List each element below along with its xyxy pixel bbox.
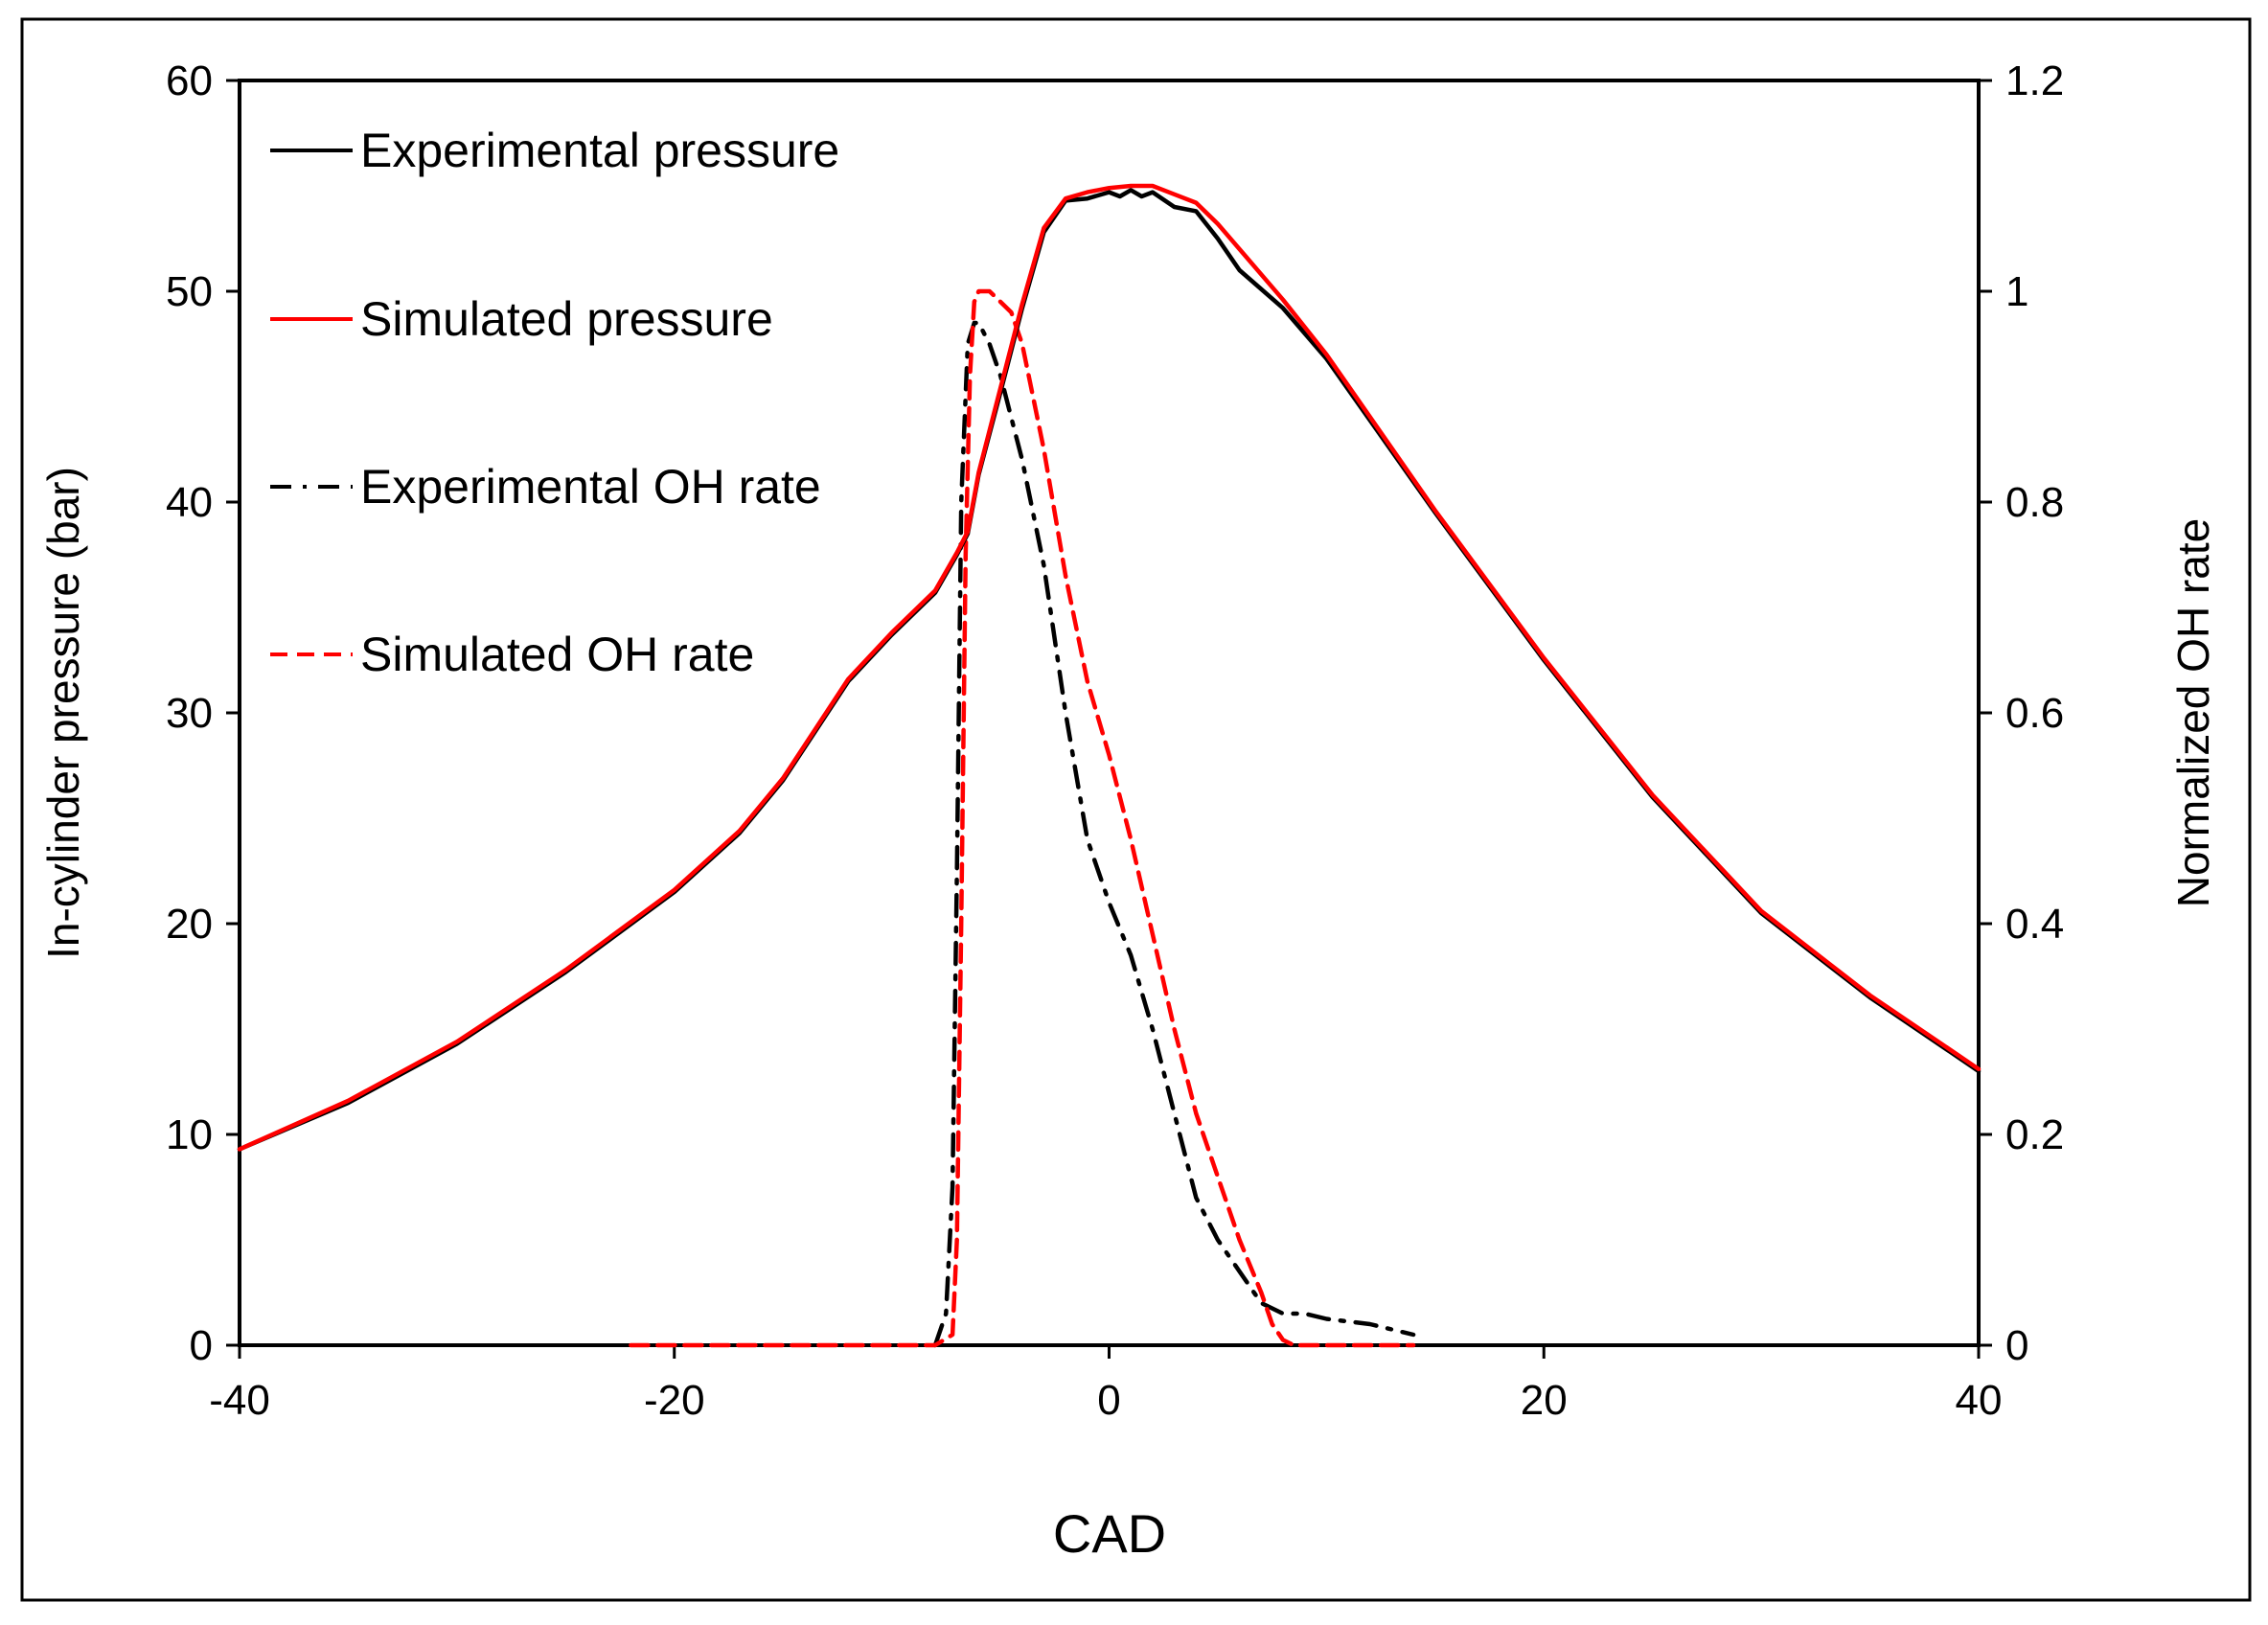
- y-tick-label: 50: [166, 268, 213, 315]
- legend-label-experimental-pressure: Experimental pressure: [360, 124, 839, 177]
- y2-axis-ticks: 0 0.2 0.4 0.6 0.8 1 1.2: [1979, 57, 2064, 1369]
- x-axis-title: CAD: [1053, 1503, 1166, 1564]
- legend-label-experimental-oh-rate: Experimental OH rate: [360, 460, 821, 514]
- series-line-experimental-oh-rate: [932, 320, 1416, 1348]
- y2-tick-label: 0.2: [2005, 1111, 2064, 1158]
- legend-label-simulated-pressure: Simulated pressure: [360, 292, 773, 346]
- y2-tick-label: 0.6: [2005, 690, 2064, 737]
- y-tick-label: 0: [190, 1322, 213, 1369]
- y2-tick-label: 0.8: [2005, 479, 2064, 526]
- legend-label-simulated-oh-rate: Simulated OH rate: [360, 628, 754, 681]
- y2-tick-label: 1: [2005, 268, 2028, 315]
- y2-tick-label: 0.4: [2005, 901, 2064, 948]
- series-layer: [237, 183, 1982, 1348]
- y-tick-label: 40: [166, 479, 213, 526]
- x-tick-label: 0: [1097, 1377, 1120, 1424]
- y-tick-label: 30: [166, 690, 213, 737]
- x-tick-label: -20: [644, 1377, 705, 1424]
- series-line-simulated-pressure: [237, 183, 1982, 1152]
- y2-tick-label: 1.2: [2005, 57, 2064, 104]
- x-tick-label: -40: [209, 1377, 270, 1424]
- x-axis-ticks: -40 -20 0 20 40: [209, 1345, 2002, 1424]
- x-tick-label: 20: [1521, 1377, 1568, 1424]
- y2-tick-label: 0: [2005, 1322, 2028, 1369]
- y2-axis-title: Normalized OH rate: [2168, 518, 2218, 907]
- y-tick-label: 20: [166, 901, 213, 948]
- x-tick-label: 40: [1956, 1377, 2003, 1424]
- y-tick-label: 60: [166, 57, 213, 104]
- figure-border: [20, 17, 2252, 1602]
- legend: Experimental pressure Simulated pressure…: [270, 124, 839, 681]
- y-axis-title: In-cylinder pressure (bar): [38, 467, 88, 959]
- y-tick-label: 10: [166, 1111, 213, 1158]
- y-axis-ticks: 0 10 20 30 40 50 60: [166, 57, 240, 1369]
- series-line-simulated-oh-rate: [629, 288, 1416, 1348]
